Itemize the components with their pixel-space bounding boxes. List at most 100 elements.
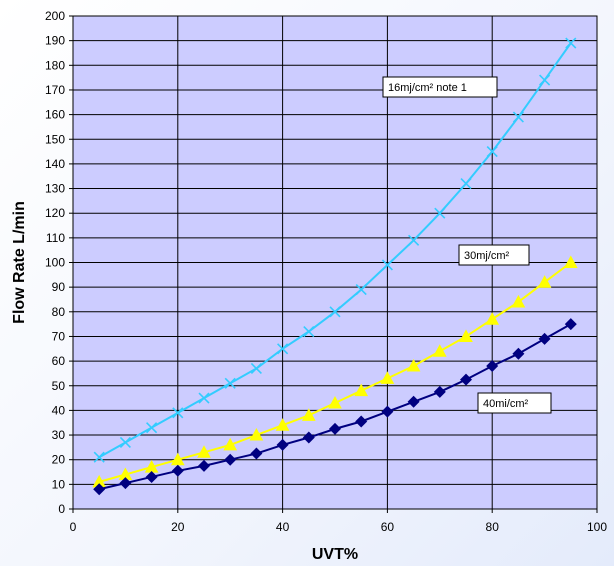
y-tick-label: 170 xyxy=(45,83,65,97)
marker-stroke xyxy=(355,284,367,296)
series-1 xyxy=(93,37,577,463)
data-point-triangle-marker xyxy=(406,358,421,372)
data-point-triangle-marker xyxy=(197,445,211,458)
series-2 xyxy=(92,255,578,488)
data-point-x-marker xyxy=(93,451,105,463)
marker-stroke xyxy=(434,207,446,219)
x-axis-ticks: 0 20 40 60 80 100 xyxy=(70,509,607,534)
data-point-x-marker xyxy=(277,343,289,355)
y-tick-label: 50 xyxy=(52,379,66,393)
data-point-x-marker xyxy=(355,284,367,296)
data-point-triangle-marker xyxy=(537,275,552,288)
data-point-x-marker xyxy=(539,74,551,86)
data-point-x-marker xyxy=(119,436,131,449)
marker-stroke xyxy=(146,422,158,434)
series-annotation: 16mj/cm² note 1 xyxy=(382,76,498,98)
data-point-diamond-marker xyxy=(198,459,210,472)
data-point-diamond-marker xyxy=(250,447,263,460)
data-point-x-marker xyxy=(303,325,315,338)
x-tick-label: 20 xyxy=(171,520,185,534)
data-point-triangle-marker xyxy=(563,255,578,268)
marker-stroke xyxy=(277,343,289,355)
data-point-x-marker xyxy=(512,111,524,123)
data-point-triangle-marker xyxy=(223,437,238,451)
y-tick-label: 100 xyxy=(45,256,65,270)
x-tick-label: 100 xyxy=(587,520,607,534)
annotation-box xyxy=(477,392,552,414)
data-point-diamond-marker xyxy=(145,470,158,483)
y-tick-label: 80 xyxy=(52,305,66,319)
x-tick-label: 80 xyxy=(486,520,500,534)
marker-stroke xyxy=(250,362,262,375)
y-tick-label: 140 xyxy=(45,157,65,171)
y-tick-label: 0 xyxy=(58,502,65,516)
data-point-x-marker xyxy=(250,362,262,375)
data-point-x-marker xyxy=(565,37,577,49)
data-point-diamond-marker xyxy=(329,422,341,435)
data-point-diamond-marker xyxy=(407,395,420,408)
y-tick-label: 10 xyxy=(52,477,66,491)
data-point-triangle-marker xyxy=(459,329,473,342)
data-point-x-marker xyxy=(486,146,498,158)
y-tick-label: 120 xyxy=(45,206,65,220)
marker-stroke xyxy=(303,325,315,338)
marker-stroke xyxy=(565,37,577,49)
marker-stroke xyxy=(381,259,393,271)
data-point-diamond-marker xyxy=(224,453,237,466)
data-point-x-marker xyxy=(146,422,158,434)
series-annotation: 30mj/cm² xyxy=(458,244,530,266)
annotation-label: 16mj/cm² note 1 xyxy=(388,82,467,94)
data-point-triangle-marker xyxy=(249,428,264,441)
data-point-x-marker xyxy=(381,259,393,271)
y-axis-ticks: 0 10 20 30 40 50 60 70 80 90 100 110 120 130 140 150 160… xyxy=(45,9,73,516)
annotations-layer: 16mj/cm² note 1 30mj/cm² 40mi/cm² xyxy=(382,76,552,414)
y-tick-label: 60 xyxy=(52,354,66,368)
data-point-diamond-marker xyxy=(564,318,577,331)
marker-stroke xyxy=(512,111,524,123)
series-layer xyxy=(92,37,578,496)
x-tick-label: 40 xyxy=(276,520,290,534)
data-point-diamond-marker xyxy=(355,415,368,428)
data-point-triangle-marker xyxy=(432,344,447,357)
data-point-diamond-marker xyxy=(460,373,472,386)
grid-lines xyxy=(73,16,597,509)
annotation-box xyxy=(382,76,498,98)
y-axis-title: Flow Rate L/min xyxy=(11,201,28,324)
data-point-diamond-marker xyxy=(302,431,315,444)
y-tick-label: 70 xyxy=(52,329,66,343)
marker-stroke xyxy=(224,377,236,389)
marker-stroke xyxy=(539,74,551,86)
y-tick-label: 190 xyxy=(45,34,65,48)
data-point-triangle-marker xyxy=(511,294,526,308)
data-point-x-marker xyxy=(408,234,420,246)
marker-stroke xyxy=(198,392,210,404)
data-point-diamond-marker xyxy=(433,385,446,398)
data-point-x-marker xyxy=(224,377,236,389)
data-point-x-marker xyxy=(434,207,446,219)
data-point-triangle-marker xyxy=(380,371,395,384)
data-point-diamond-marker xyxy=(93,483,106,496)
data-point-diamond-marker xyxy=(119,477,132,490)
data-point-triangle-marker xyxy=(485,312,500,325)
marker-stroke xyxy=(408,234,420,246)
data-point-x-marker xyxy=(198,392,210,404)
y-tick-label: 200 xyxy=(45,9,65,23)
annotation-box xyxy=(458,244,530,266)
y-tick-label: 110 xyxy=(46,231,65,245)
annotation-label: 40mi/cm² xyxy=(483,398,529,410)
data-point-diamond-marker xyxy=(381,405,394,418)
data-point-triangle-marker xyxy=(170,452,185,466)
y-tick-label: 90 xyxy=(52,280,66,294)
marker-stroke xyxy=(460,178,472,190)
y-tick-label: 20 xyxy=(52,453,66,467)
marker-stroke xyxy=(486,146,498,158)
x-tick-label: 0 xyxy=(70,520,77,534)
data-point-triangle-marker xyxy=(301,408,316,421)
data-point-triangle-marker xyxy=(354,383,369,397)
y-tick-label: 160 xyxy=(45,108,65,122)
data-point-diamond-marker xyxy=(171,464,184,477)
data-point-diamond-marker xyxy=(276,438,289,451)
data-point-diamond-marker xyxy=(486,360,499,373)
annotation-label: 30mj/cm² xyxy=(464,250,510,262)
marker-stroke xyxy=(172,407,184,419)
